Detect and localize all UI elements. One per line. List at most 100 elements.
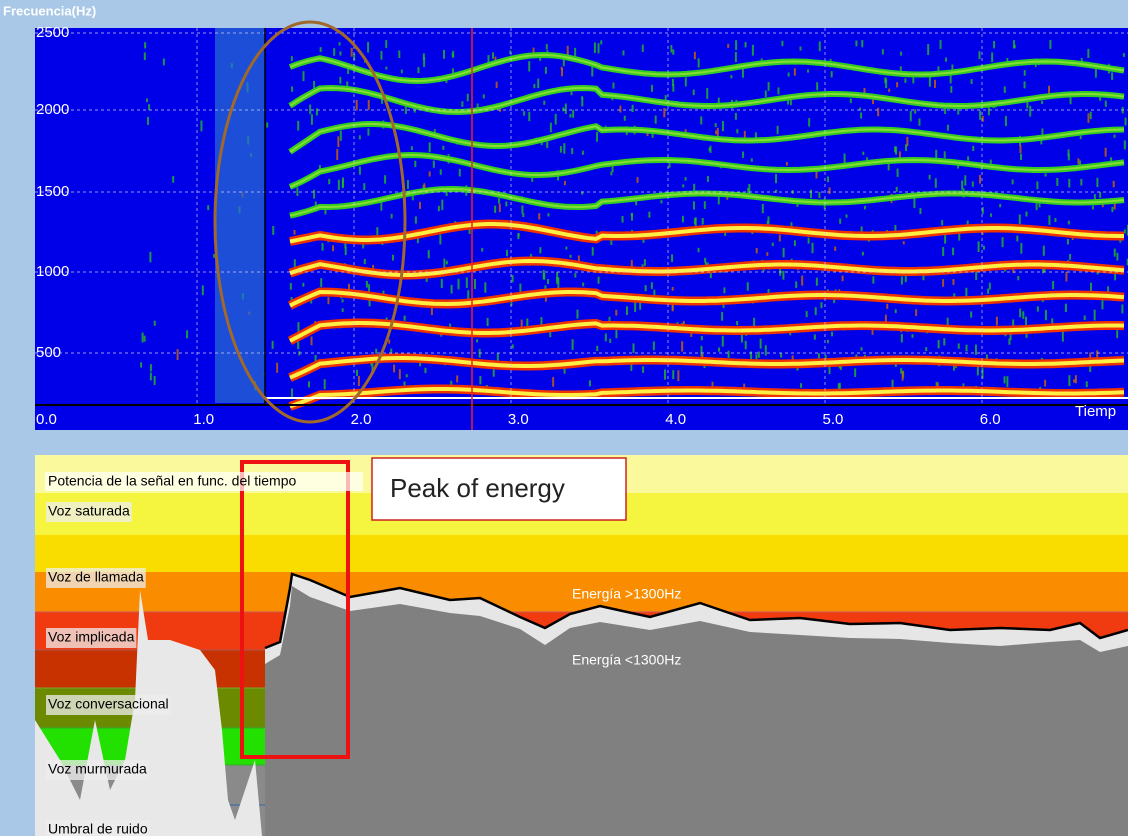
noise: [912, 77, 915, 84]
noise: [557, 277, 560, 289]
noise: [479, 376, 482, 385]
noise: [422, 53, 425, 60]
noise: [372, 264, 375, 271]
noise: [414, 216, 417, 224]
noise: [140, 362, 143, 368]
noise: [482, 94, 485, 99]
noise: [900, 276, 903, 285]
noise: [919, 207, 922, 215]
noise: [759, 338, 762, 349]
noise: [735, 40, 738, 50]
noise: [900, 51, 903, 56]
noise: [854, 368, 857, 377]
noise: [186, 330, 189, 339]
noise: [1096, 350, 1099, 360]
noise: [1020, 242, 1023, 254]
noise: [727, 43, 730, 48]
noise: [445, 260, 448, 265]
noise: [147, 116, 150, 125]
noise: [981, 115, 984, 122]
frequency-tick-label: 1000: [36, 263, 69, 280]
noise: [718, 347, 721, 352]
noise: [626, 306, 629, 316]
noise: [991, 52, 994, 63]
noise: [1085, 381, 1088, 388]
noise: [376, 227, 379, 237]
noise: [556, 271, 559, 281]
noise: [841, 275, 844, 282]
noise: [293, 229, 296, 235]
noise: [701, 217, 704, 225]
level-label-bg: [46, 695, 171, 715]
noise: [999, 203, 1002, 208]
noise: [918, 118, 921, 126]
noise: [843, 153, 846, 164]
noise: [1044, 379, 1047, 387]
noise: [1006, 376, 1009, 387]
frequency-tick-label: 500: [36, 344, 61, 361]
noise: [778, 234, 781, 242]
noise: [1089, 111, 1092, 120]
noise: [767, 289, 770, 297]
noise: [539, 55, 542, 61]
noise: [356, 369, 359, 376]
noise: [293, 259, 296, 269]
noise: [581, 98, 584, 107]
noise: [692, 201, 695, 210]
noise: [904, 78, 907, 83]
noise: [652, 341, 655, 351]
noise: [511, 275, 514, 283]
noise: [537, 78, 540, 89]
noise: [309, 104, 312, 115]
noise: [946, 317, 949, 329]
noise: [468, 226, 471, 234]
level-label-bg: [46, 760, 149, 780]
noise: [672, 49, 675, 55]
noise: [671, 78, 674, 87]
noise: [1110, 157, 1113, 162]
noise: [313, 80, 316, 89]
noise: [1009, 333, 1012, 340]
noise: [957, 164, 960, 169]
noise: [528, 61, 531, 72]
noise: [684, 77, 687, 87]
noise: [623, 115, 626, 121]
noise: [1012, 40, 1015, 49]
noise: [494, 205, 497, 213]
noise: [928, 174, 931, 180]
noise: [1067, 153, 1070, 161]
noise: [1019, 145, 1022, 154]
noise: [764, 345, 767, 356]
noise: [552, 377, 555, 387]
noise: [297, 322, 300, 333]
noise: [632, 343, 635, 353]
noise: [872, 276, 875, 284]
noise: [755, 248, 758, 254]
noise: [1025, 211, 1028, 217]
noise: [1019, 308, 1022, 318]
noise: [445, 79, 448, 83]
noise: [863, 87, 866, 95]
noise: [757, 351, 760, 358]
noise: [296, 187, 299, 196]
noise: [1023, 70, 1026, 76]
level-label: Voz conversacional: [48, 696, 169, 712]
time-tick-label: 1.0: [193, 411, 214, 428]
harmonic-core: [289, 222, 1124, 244]
noise: [884, 314, 887, 322]
noise: [747, 187, 750, 194]
noise: [639, 299, 642, 310]
noise: [630, 259, 633, 270]
noise: [967, 156, 970, 161]
noise: [517, 233, 520, 240]
noise: [641, 44, 644, 52]
noise: [899, 66, 902, 75]
noise: [642, 236, 645, 243]
noise: [780, 353, 783, 358]
noise: [987, 288, 990, 294]
noise: [807, 237, 810, 244]
noise: [410, 146, 413, 151]
noise: [901, 370, 904, 381]
noise: [653, 289, 656, 298]
noise: [1073, 379, 1076, 383]
